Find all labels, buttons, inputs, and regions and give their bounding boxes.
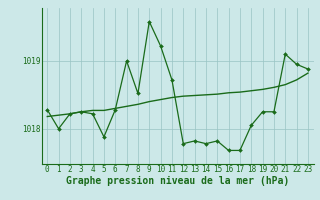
X-axis label: Graphe pression niveau de la mer (hPa): Graphe pression niveau de la mer (hPa): [66, 176, 289, 186]
